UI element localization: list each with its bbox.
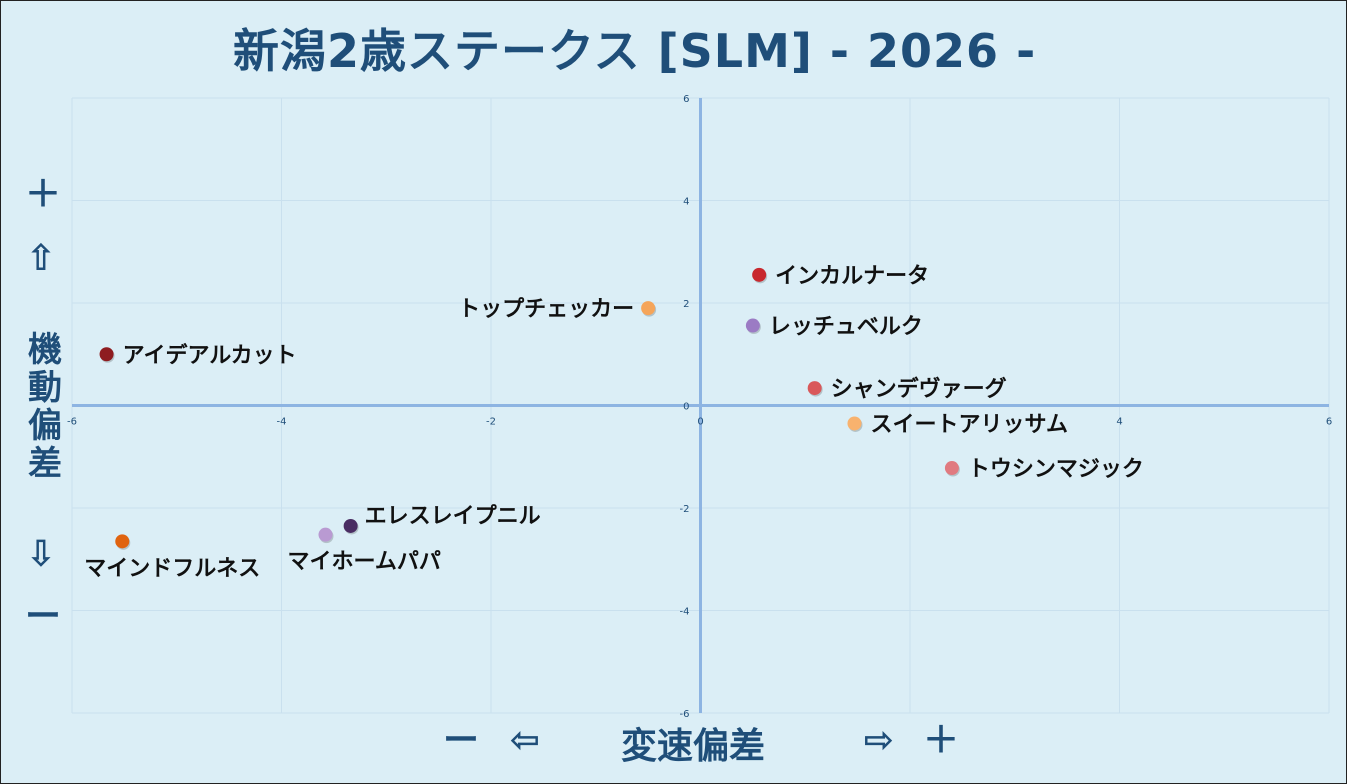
data-point: エレスレイプニル <box>343 504 541 535</box>
data-point: インカルナータ <box>752 264 929 289</box>
y-tick-label: -4 <box>680 607 690 618</box>
data-point: シャンデヴァーグ <box>807 376 1007 402</box>
y-minus-symbol: ー <box>24 596 61 637</box>
point-label: トウシンマジック <box>968 457 1144 482</box>
x-axis-label: 変速偏差 <box>621 726 766 767</box>
point-marker <box>343 518 358 533</box>
point-marker <box>745 318 760 333</box>
data-point: マイホームパパ <box>287 527 441 575</box>
y-tick-label: 0 <box>683 402 689 413</box>
y-tick-label: -6 <box>680 709 690 720</box>
x-minus-symbol: ー <box>442 720 479 761</box>
data-points: インカルナータトップチェッカーレッチュベルクアイデアルカットシャンデヴァーグスイ… <box>84 264 1144 582</box>
point-label: マイホームパパ <box>287 550 440 575</box>
point-marker <box>847 416 862 431</box>
point-marker <box>318 527 333 542</box>
point-label: スイートアリッサム <box>870 412 1068 437</box>
data-point: トウシンマジック <box>944 457 1144 482</box>
point-marker <box>752 267 767 282</box>
point-label: インカルナータ <box>775 264 929 289</box>
point-marker <box>99 347 114 362</box>
x-tick-label: 6 <box>1326 417 1332 428</box>
point-marker <box>115 534 130 549</box>
tick-labels: -6 -4 -2 0 4 6 -6 -4 -2 0 2 4 6 <box>67 94 1332 720</box>
data-point: レッチュベルク <box>745 315 923 340</box>
point-marker <box>944 461 959 476</box>
data-point: トップチェッカー <box>458 297 657 322</box>
y-tick-label: 4 <box>683 197 689 208</box>
data-point: アイデアルカット <box>99 342 297 368</box>
x-plus-symbol: ＋ <box>922 720 959 761</box>
data-point: マインドフルネス <box>84 534 260 581</box>
point-label: トップチェッカー <box>458 297 634 322</box>
point-label: シャンデヴァーグ <box>831 376 1007 402</box>
x-tick-label: 0 <box>697 417 703 428</box>
y-tick-label: 2 <box>683 299 689 310</box>
chart-title: 新潟2歳ステークス [SLM] - 2026 - <box>233 24 1037 78</box>
point-label: アイデアルカット <box>123 342 297 368</box>
point-marker <box>807 381 822 396</box>
x-tick-label: 4 <box>1116 417 1122 428</box>
axes <box>72 98 1329 713</box>
point-label: エレスレイプニル <box>365 504 541 529</box>
y-tick-label: -2 <box>680 504 690 515</box>
x-tick-label: -4 <box>277 417 287 428</box>
data-point: スイートアリッサム <box>847 412 1068 437</box>
arrow-up-icon: ⇧ <box>25 238 57 279</box>
x-tick-label: -6 <box>67 417 77 428</box>
point-label: マインドフルネス <box>84 556 260 581</box>
point-marker <box>641 301 656 316</box>
arrow-right-icon: ⇨ <box>863 720 895 761</box>
y-axis-label: 機動偏差 <box>28 330 62 484</box>
arrow-left-icon: ⇦ <box>509 720 541 761</box>
arrow-down-icon: ⇩ <box>25 534 57 575</box>
y-tick-label: 6 <box>683 94 689 105</box>
point-label: レッチュベルク <box>769 315 923 340</box>
y-plus-symbol: ＋ <box>24 174 61 215</box>
x-tick-label: -2 <box>486 417 496 428</box>
